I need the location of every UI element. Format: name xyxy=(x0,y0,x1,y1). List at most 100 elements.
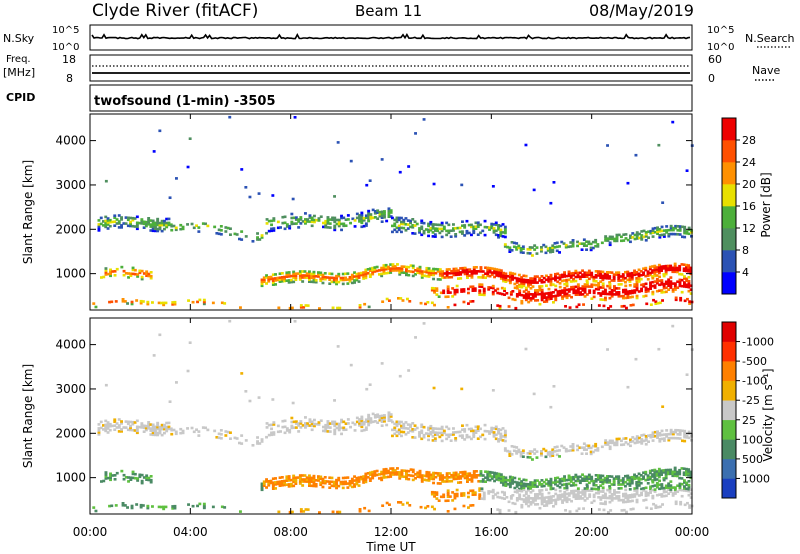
velocity-cell xyxy=(544,449,548,453)
power-cell xyxy=(272,227,276,230)
power-cell xyxy=(306,304,310,307)
power-cell xyxy=(583,285,587,288)
power-cell xyxy=(581,293,585,296)
power-cell xyxy=(340,216,343,220)
power-cell xyxy=(432,273,435,277)
velocity-cell xyxy=(244,439,248,442)
velocity-cell xyxy=(396,471,399,474)
power-cell xyxy=(503,293,506,296)
power-cell xyxy=(240,230,244,233)
power-cell xyxy=(494,233,498,237)
velocity-cell xyxy=(682,471,686,474)
power-cell xyxy=(459,267,463,270)
power-cell xyxy=(612,279,616,282)
power-cell xyxy=(312,276,316,280)
power-cell xyxy=(653,286,657,289)
velocity-cell xyxy=(540,452,543,455)
power-cell xyxy=(635,231,639,234)
velocity-cell xyxy=(391,473,395,476)
power-cell xyxy=(333,218,337,222)
velocity-cell xyxy=(585,487,589,490)
velocity-cell xyxy=(337,424,341,428)
velocity-cell xyxy=(667,488,671,491)
power-cell xyxy=(135,215,139,219)
power-cell xyxy=(576,287,580,290)
velocity-cell xyxy=(260,484,264,488)
power-cell xyxy=(644,239,648,242)
velocity-cell xyxy=(514,510,518,514)
velocity-cell xyxy=(104,425,108,429)
velocity-cell xyxy=(531,481,535,484)
power-cell xyxy=(655,277,659,281)
power-cell xyxy=(565,280,569,284)
power-cell xyxy=(438,227,442,231)
velocity-cell xyxy=(387,411,391,414)
velocity-cell xyxy=(139,503,143,507)
power-cell xyxy=(424,228,428,231)
velocity-cell xyxy=(533,483,537,486)
power-cell xyxy=(633,289,637,292)
velocity-cell xyxy=(635,435,639,438)
velocity-cell xyxy=(649,433,653,437)
power-cell xyxy=(160,301,163,305)
velocity-cell xyxy=(531,485,535,488)
power-cell xyxy=(653,268,657,272)
power-cell xyxy=(612,275,616,278)
velocity-cell xyxy=(576,475,580,479)
power-cell xyxy=(438,278,442,281)
velocity-cell xyxy=(398,477,402,480)
power-cell xyxy=(248,195,252,199)
velocity-cell xyxy=(642,487,646,490)
velocity-cell xyxy=(578,481,582,485)
velocity-cell xyxy=(651,494,655,498)
velocity-cell xyxy=(324,427,328,431)
power-cell xyxy=(547,291,551,295)
power-cell xyxy=(409,225,412,229)
power-cell xyxy=(561,297,564,300)
power-cell xyxy=(213,225,217,229)
velocity-cell xyxy=(621,477,625,480)
velocity-cell xyxy=(400,471,404,474)
power-cell xyxy=(422,231,426,235)
velocity-cell xyxy=(163,425,166,429)
power-cell xyxy=(656,232,659,235)
power-cell xyxy=(517,244,521,248)
velocity-cell xyxy=(656,436,659,439)
power-cell xyxy=(646,287,650,291)
power-cell xyxy=(133,217,137,220)
power-cell xyxy=(587,277,591,281)
velocity-cell xyxy=(653,472,657,476)
velocity-cell xyxy=(501,435,505,438)
velocity-cell xyxy=(491,490,495,494)
velocity-cell xyxy=(471,491,475,494)
velocity-cell xyxy=(488,474,492,478)
power-cell xyxy=(104,225,108,229)
power-cell xyxy=(519,249,523,252)
velocity-cell xyxy=(527,485,530,488)
velocity-cell xyxy=(120,420,123,423)
power-cell xyxy=(567,288,571,291)
power-cell xyxy=(574,271,578,275)
velocity-cell xyxy=(520,505,524,509)
power-cell xyxy=(456,226,460,230)
x-tick-label: 12:00 xyxy=(374,525,409,539)
power-cell xyxy=(547,287,551,291)
power-cell xyxy=(644,268,648,272)
velocity-cell xyxy=(567,492,571,495)
power-cell xyxy=(313,218,316,222)
power-cell xyxy=(108,224,112,228)
power-cell xyxy=(430,286,434,290)
power-cell xyxy=(575,305,579,309)
power-cell xyxy=(448,291,452,294)
velocity-cell xyxy=(411,428,415,431)
velocity-cell xyxy=(534,499,537,502)
velocity-cell xyxy=(429,426,433,430)
power-cell xyxy=(462,288,466,291)
power-cell xyxy=(558,285,562,289)
power-cell xyxy=(689,288,693,291)
power-cell xyxy=(604,290,607,294)
power-cell xyxy=(391,265,395,268)
velocity-cell xyxy=(678,433,682,436)
power-cell xyxy=(402,218,406,222)
velocity-cell xyxy=(272,423,276,426)
